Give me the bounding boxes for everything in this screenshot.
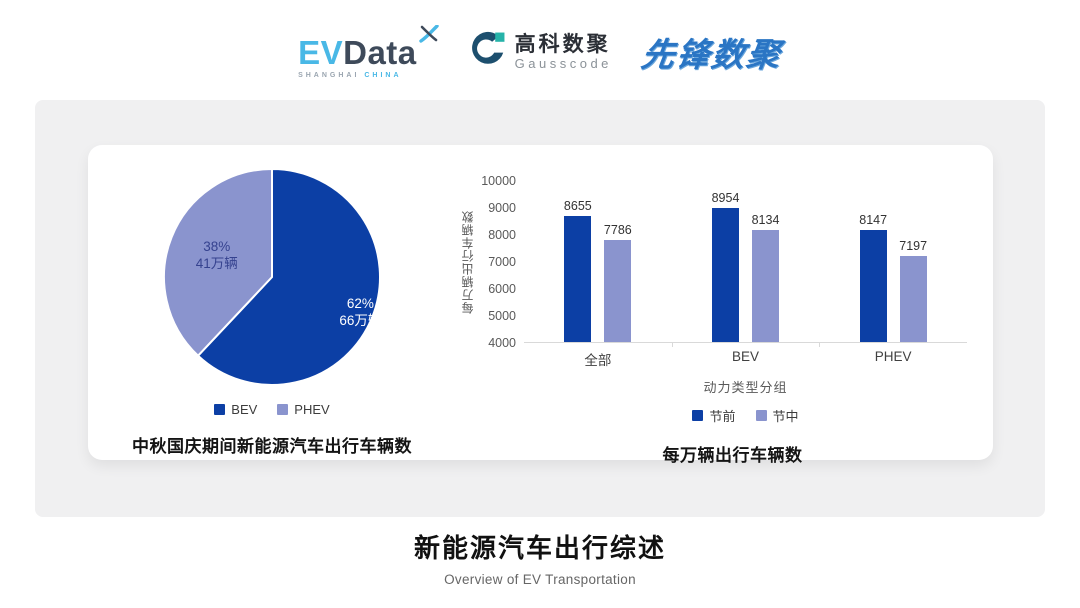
y-tick-label: 10000 <box>481 174 516 188</box>
legend-swatch <box>692 410 704 421</box>
bar <box>859 230 887 342</box>
pie-chart: 62% 66万辆 38% 41万辆 <box>163 168 381 386</box>
bar <box>752 230 779 342</box>
evdata-logo: EV Data SHANGHAI CHINA <box>298 24 439 79</box>
pie-label-BEV: 62% 66万辆 <box>339 296 381 328</box>
bar <box>564 216 592 342</box>
pie-slice-BEV <box>197 168 381 386</box>
x-axis-group-tick <box>671 342 673 347</box>
y-tick-label: 4000 <box>488 336 516 350</box>
bar-value-label: 7786 <box>603 222 632 237</box>
logo-bar: EV Data SHANGHAI CHINA <box>0 16 1080 88</box>
legend-item-BEV: BEV <box>214 402 257 417</box>
bar-value-label: 8147 <box>859 213 888 227</box>
bar-节前-BEV: 8954 <box>712 191 739 342</box>
content-panel: 62% 66万辆 38% 41万辆 BEV PHEV 中秋国庆期间新能源汽车出行车辆数 … <box>35 100 1045 517</box>
y-tick-label: 6000 <box>488 282 516 296</box>
pie-chart-title: 中秋国庆期间新能源汽车出行车辆数 <box>132 437 412 456</box>
bar-x-axis-title: 动力类型分组 <box>703 380 788 395</box>
bar-legend: 节前 节中 <box>458 406 967 425</box>
legend-item-节前: 节前 <box>692 406 736 425</box>
bar-chart-section: 每万辆出行车辆数 10000 9000 8000 7000 6000 5000 4000 8… <box>456 145 993 465</box>
bar-x-categories: 全部 BEV PHEV <box>458 349 967 369</box>
evdata-logo-ev-text: EV <box>298 34 344 71</box>
x-category-label-PHEV: PHEV <box>874 349 912 364</box>
legend-label: PHEV <box>294 402 330 417</box>
legend-swatch <box>755 410 767 421</box>
page-footer: 新能源汽车出行综述 Overview of EV Transportation <box>0 528 1080 587</box>
bar-group-BEV: 8954 8134 <box>672 181 820 342</box>
bar-节中-PHEV: 7197 <box>899 238 928 342</box>
x-category-label-BEV: BEV <box>732 349 760 364</box>
bar-节前-全部: 8655 <box>563 199 592 342</box>
gausscode-en-text: Gausscode <box>514 55 612 71</box>
legend-item-PHEV: PHEV <box>277 402 330 417</box>
gausscode-cn-text: 高科数聚 <box>514 32 611 56</box>
bar-group-PHEV: 8147 7197 <box>819 181 967 342</box>
y-tick-label: 9000 <box>488 201 516 215</box>
pie-label-PHEV: 38% 41万辆 <box>196 239 238 271</box>
bar-节中-BEV: 8134 <box>752 213 779 342</box>
pie-legend: BEV PHEV <box>214 402 330 417</box>
bar <box>604 239 632 342</box>
gausscode-g-icon <box>469 31 506 73</box>
x-axis-group-tick <box>819 342 821 347</box>
legend-swatch <box>277 404 289 415</box>
bar-chart-title: 每万辆出行车辆数 <box>662 446 803 465</box>
y-tick-label: 8000 <box>488 228 516 242</box>
evdata-logo-data-text: Data <box>343 34 417 71</box>
gausscode-logo: 高科数聚 Gausscode <box>469 31 612 73</box>
legend-item-节中: 节中 <box>755 406 799 425</box>
bar-group-全部: 8655 7786 <box>524 181 672 342</box>
y-tick-label: 7000 <box>488 255 516 269</box>
x-category-label-全部: 全部 <box>584 353 612 368</box>
legend-label: 节前 <box>709 409 736 424</box>
pie-slice-PHEV <box>163 168 273 357</box>
bar-plot-area: 8655 7786 8954 8134 8147 7197 <box>524 181 967 347</box>
bar <box>712 208 739 342</box>
legend-swatch <box>214 404 226 415</box>
report-title: 新能源汽车出行综述 <box>413 533 666 563</box>
pie-chart-section: 62% 66万辆 38% 41万辆 BEV PHEV 中秋国庆期间新能源汽车出行车辆数 <box>88 145 456 460</box>
bar-节前-PHEV: 8147 <box>859 213 888 342</box>
legend-label: 节中 <box>772 409 799 424</box>
bar-value-label: 7197 <box>899 238 928 253</box>
evdata-x-mark-icon <box>418 24 439 47</box>
bar-节中-全部: 7786 <box>603 222 632 342</box>
xianfeng-logo: 先锋数聚 <box>638 36 785 73</box>
evdata-logo-subtext: SHANGHAI CHINA <box>298 72 402 79</box>
bar-y-axis: 10000 9000 8000 7000 6000 5000 4000 <box>476 174 524 350</box>
charts-card: 62% 66万辆 38% 41万辆 BEV PHEV 中秋国庆期间新能源汽车出行车辆数 … <box>88 145 993 465</box>
bar-value-label: 8655 <box>563 199 592 214</box>
legend-label: BEV <box>231 402 258 417</box>
y-tick-label: 5000 <box>488 309 516 323</box>
bar-value-label: 8134 <box>751 213 780 228</box>
report-subtitle: Overview of EV Transportation <box>444 572 636 587</box>
bar-value-label: 8954 <box>711 191 740 206</box>
bar <box>899 255 927 342</box>
bar-y-axis-title: 每万辆出行车辆数 <box>460 210 475 314</box>
